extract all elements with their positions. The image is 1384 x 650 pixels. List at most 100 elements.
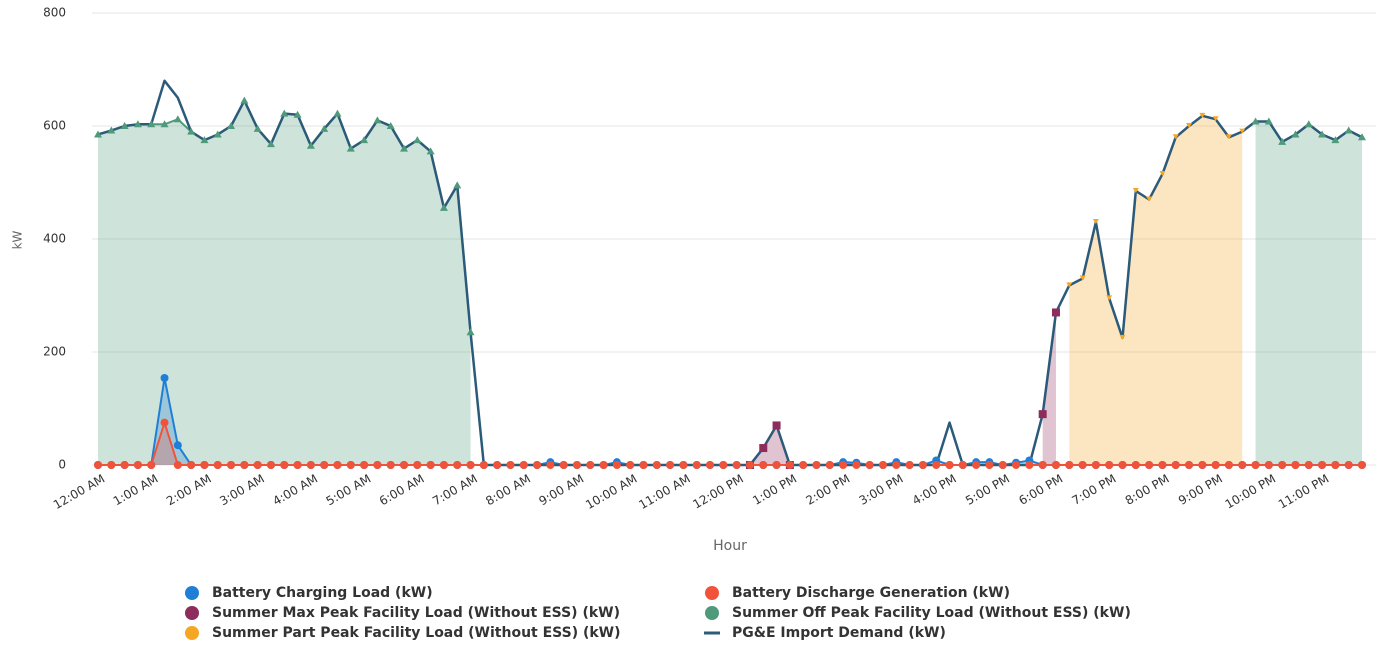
marker bbox=[1224, 461, 1233, 469]
marker bbox=[998, 461, 1007, 469]
marker bbox=[306, 461, 315, 469]
marker bbox=[945, 461, 954, 469]
marker bbox=[1318, 130, 1327, 138]
marker bbox=[306, 141, 315, 149]
marker bbox=[1291, 130, 1300, 138]
x-tick-label: 1:00 PM bbox=[750, 472, 799, 508]
y-tick-label: 0 bbox=[58, 458, 66, 472]
area bbox=[98, 100, 471, 465]
marker bbox=[1159, 171, 1166, 177]
marker bbox=[1158, 461, 1167, 469]
area bbox=[1042, 312, 1056, 465]
marker bbox=[200, 461, 209, 469]
marker bbox=[160, 418, 169, 427]
marker bbox=[133, 461, 142, 469]
marker bbox=[160, 373, 169, 382]
marker bbox=[1264, 117, 1273, 125]
marker bbox=[293, 110, 302, 118]
marker bbox=[879, 461, 888, 469]
marker bbox=[812, 461, 821, 469]
x-tick-label: 10:00 PM bbox=[1223, 472, 1278, 512]
marker bbox=[586, 461, 595, 469]
marker bbox=[426, 147, 435, 155]
x-tick-label: 4:00 AM bbox=[270, 472, 320, 509]
marker bbox=[639, 461, 648, 469]
marker bbox=[253, 461, 262, 469]
marker bbox=[266, 461, 275, 469]
markers bbox=[94, 96, 1366, 469]
legend-label: Summer Off Peak Facility Load (Without E… bbox=[732, 605, 1131, 621]
marker bbox=[559, 461, 568, 469]
x-tick-label: 8:00 AM bbox=[483, 472, 533, 509]
marker bbox=[918, 461, 927, 469]
marker bbox=[1092, 219, 1099, 225]
marker bbox=[320, 124, 329, 132]
x-tick-label: 5:00 PM bbox=[963, 472, 1012, 508]
x-tick-label: 5:00 AM bbox=[324, 472, 374, 509]
marker bbox=[1051, 461, 1060, 469]
x-tick-label: 9:00 PM bbox=[1176, 472, 1225, 508]
marker bbox=[439, 461, 448, 469]
y-axis-label: kW bbox=[11, 230, 25, 249]
marker bbox=[133, 120, 142, 128]
legend-label: Summer Max Peak Facility Load (Without E… bbox=[212, 605, 620, 621]
marker bbox=[905, 461, 914, 469]
x-tick-label: 6:00 PM bbox=[1016, 472, 1065, 508]
legend-marker bbox=[705, 586, 719, 600]
y-tick-label: 600 bbox=[43, 119, 66, 133]
marker bbox=[466, 328, 475, 336]
marker bbox=[1025, 461, 1034, 469]
x-tick-label: 6:00 AM bbox=[377, 472, 427, 509]
marker bbox=[546, 461, 555, 469]
marker bbox=[253, 124, 262, 132]
marker bbox=[280, 109, 289, 117]
marker bbox=[227, 461, 236, 469]
marker bbox=[1344, 126, 1353, 134]
x-tick-label: 1:00 AM bbox=[111, 472, 161, 509]
marker bbox=[386, 122, 395, 129]
marker bbox=[120, 461, 129, 469]
marker bbox=[1171, 461, 1180, 469]
y-tick-label: 400 bbox=[43, 232, 66, 246]
marker bbox=[666, 461, 675, 469]
marker bbox=[985, 461, 994, 469]
marker bbox=[732, 461, 741, 469]
x-tick-label: 8:00 PM bbox=[1123, 472, 1172, 508]
marker bbox=[1198, 461, 1207, 469]
marker bbox=[1278, 461, 1287, 469]
marker bbox=[1119, 334, 1126, 340]
marker bbox=[892, 461, 901, 469]
marker bbox=[266, 140, 275, 148]
marker bbox=[1146, 196, 1153, 202]
marker bbox=[1079, 275, 1086, 281]
marker bbox=[1091, 461, 1100, 469]
marker bbox=[1344, 461, 1353, 469]
marker bbox=[453, 181, 462, 189]
marker bbox=[1331, 136, 1340, 144]
marker bbox=[213, 130, 222, 138]
marker bbox=[1038, 410, 1047, 419]
marker bbox=[1012, 461, 1021, 469]
legend-label: Battery Charging Load (kW) bbox=[212, 585, 433, 601]
legend-marker bbox=[185, 586, 199, 600]
marker bbox=[94, 130, 102, 138]
marker bbox=[439, 203, 448, 211]
marker bbox=[839, 461, 848, 469]
x-axis-label: Hour bbox=[713, 538, 747, 554]
marker bbox=[519, 461, 528, 469]
marker bbox=[652, 461, 661, 469]
marker bbox=[1065, 461, 1074, 469]
marker bbox=[932, 461, 941, 469]
marker bbox=[280, 461, 289, 469]
marker bbox=[1304, 120, 1313, 128]
marker bbox=[400, 461, 409, 469]
marker bbox=[572, 461, 581, 469]
legend-marker bbox=[705, 606, 719, 620]
marker bbox=[972, 461, 981, 469]
marker bbox=[1185, 461, 1194, 469]
marker bbox=[360, 136, 369, 144]
marker bbox=[466, 461, 475, 469]
marker bbox=[759, 444, 768, 453]
marker bbox=[426, 461, 435, 469]
